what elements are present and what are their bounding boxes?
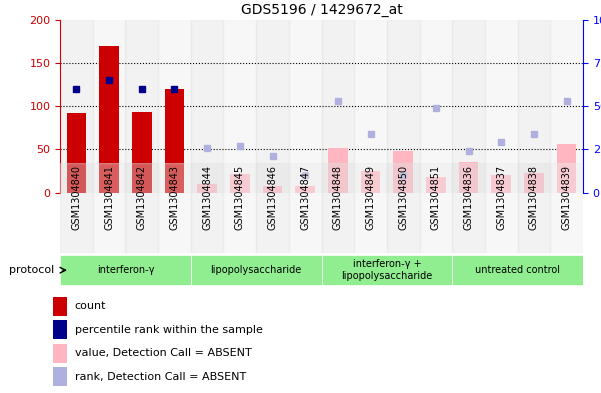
Bar (191, 255, 322, 285)
Text: GSM1304843: GSM1304843 (169, 165, 180, 230)
Text: GSM1304847: GSM1304847 (300, 165, 310, 230)
Text: rank, Detection Call = ABSENT: rank, Detection Call = ABSENT (75, 372, 246, 382)
Bar (394, 151, 413, 193)
Bar (485, 163, 517, 253)
Text: lipopolysaccharide: lipopolysaccharide (210, 265, 302, 275)
Bar (263, 185, 282, 193)
Text: GSM1304841: GSM1304841 (104, 165, 114, 230)
Bar (158, 163, 191, 253)
Text: GSM1304851: GSM1304851 (431, 165, 441, 230)
Bar (387, 163, 419, 253)
Bar (53, 367, 67, 386)
Text: GSM1304848: GSM1304848 (333, 165, 343, 230)
Bar (93, 20, 126, 193)
Bar (322, 20, 354, 193)
Bar (289, 20, 322, 193)
Bar (67, 113, 87, 193)
Bar (256, 163, 289, 253)
Text: value, Detection Call = ABSENT: value, Detection Call = ABSENT (75, 348, 252, 358)
Text: GSM1304846: GSM1304846 (267, 165, 278, 230)
Bar (53, 344, 67, 363)
Bar (99, 46, 119, 193)
Bar (93, 163, 126, 253)
Bar (361, 171, 380, 193)
Bar (328, 148, 348, 193)
Bar (126, 20, 158, 193)
Bar (191, 163, 224, 253)
Bar (517, 163, 551, 253)
Bar (197, 184, 217, 193)
Text: protocol: protocol (9, 265, 54, 275)
Text: GSM1304836: GSM1304836 (463, 165, 474, 230)
Text: GSM1304850: GSM1304850 (398, 165, 408, 230)
Bar (453, 163, 485, 253)
Text: count: count (75, 301, 106, 311)
Bar (492, 175, 511, 193)
Bar (60, 255, 191, 285)
Bar (224, 163, 256, 253)
Bar (453, 255, 583, 285)
Bar (419, 163, 453, 253)
Bar (387, 20, 419, 193)
Text: GSM1304840: GSM1304840 (72, 165, 82, 230)
Bar (419, 20, 453, 193)
Bar (132, 112, 151, 193)
Title: GDS5196 / 1429672_at: GDS5196 / 1429672_at (240, 3, 403, 17)
Text: percentile rank within the sample: percentile rank within the sample (75, 325, 263, 335)
Bar (322, 255, 453, 285)
Bar (296, 185, 315, 193)
Text: GSM1304837: GSM1304837 (496, 165, 506, 230)
Text: interferon-γ: interferon-γ (97, 265, 154, 275)
Bar (426, 177, 446, 193)
Bar (551, 163, 583, 253)
Bar (53, 297, 67, 316)
Bar (126, 163, 158, 253)
Bar (224, 20, 256, 193)
Bar (322, 163, 354, 253)
Bar (354, 163, 387, 253)
Text: GSM1304838: GSM1304838 (529, 165, 539, 230)
Bar (53, 320, 67, 339)
Text: GSM1304839: GSM1304839 (561, 165, 572, 230)
Bar (289, 163, 322, 253)
Bar (60, 20, 93, 193)
Text: GSM1304845: GSM1304845 (235, 165, 245, 230)
Text: interferon-γ +
lipopolysaccharide: interferon-γ + lipopolysaccharide (341, 259, 433, 281)
Bar (256, 20, 289, 193)
Bar (551, 20, 583, 193)
Bar (354, 20, 387, 193)
Bar (453, 20, 485, 193)
Bar (165, 89, 185, 193)
Text: untreated control: untreated control (475, 265, 560, 275)
Bar (524, 173, 544, 193)
Bar (158, 20, 191, 193)
Bar (557, 144, 576, 193)
Text: GSM1304844: GSM1304844 (202, 165, 212, 230)
Text: GSM1304842: GSM1304842 (137, 165, 147, 230)
Bar (230, 174, 249, 193)
Bar (485, 20, 517, 193)
Bar (191, 20, 224, 193)
Bar (60, 163, 93, 253)
Bar (459, 162, 478, 193)
Bar (517, 20, 551, 193)
Text: GSM1304849: GSM1304849 (365, 165, 376, 230)
